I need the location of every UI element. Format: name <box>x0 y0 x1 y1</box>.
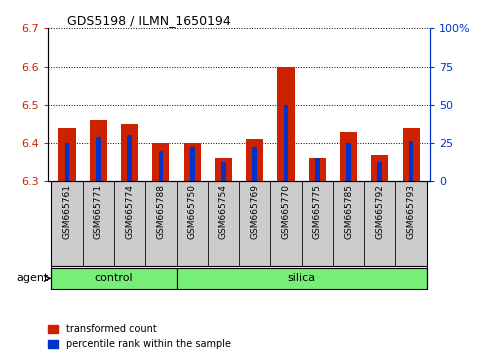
Text: GSM665774: GSM665774 <box>125 184 134 239</box>
Text: GSM665770: GSM665770 <box>282 184 290 239</box>
Text: control: control <box>95 273 133 283</box>
Bar <box>152 143 170 181</box>
Text: GSM665775: GSM665775 <box>313 184 322 239</box>
Bar <box>277 67 295 181</box>
Text: GSM665754: GSM665754 <box>219 184 228 239</box>
Text: GSM665769: GSM665769 <box>250 184 259 239</box>
Bar <box>208 181 239 267</box>
Text: silica: silica <box>287 273 316 283</box>
Bar <box>65 143 70 181</box>
Bar <box>190 147 195 181</box>
Bar <box>83 181 114 267</box>
Bar <box>176 181 208 267</box>
Text: GSM665750: GSM665750 <box>188 184 197 239</box>
Text: GSM665793: GSM665793 <box>407 184 415 239</box>
Bar <box>409 141 413 181</box>
Text: GSM665785: GSM665785 <box>344 184 353 239</box>
Bar <box>402 128 420 181</box>
Bar <box>96 137 100 181</box>
Bar <box>158 151 163 181</box>
Legend: transformed count, percentile rank within the sample: transformed count, percentile rank withi… <box>48 324 231 349</box>
Bar <box>239 181 270 267</box>
Bar <box>246 139 263 181</box>
Bar <box>253 147 257 181</box>
Text: GSM665771: GSM665771 <box>94 184 103 239</box>
Text: GSM665761: GSM665761 <box>63 184 71 239</box>
Bar <box>221 162 226 181</box>
Bar <box>346 143 351 181</box>
Bar <box>58 128 76 181</box>
Bar <box>396 181 427 267</box>
Bar <box>176 268 427 289</box>
Bar <box>128 136 132 181</box>
Bar <box>270 181 302 267</box>
Bar <box>309 159 326 181</box>
Bar <box>371 155 388 181</box>
Bar <box>51 181 83 267</box>
Bar <box>340 132 357 181</box>
Bar <box>145 181 176 267</box>
Text: GDS5198 / ILMN_1650194: GDS5198 / ILMN_1650194 <box>68 14 231 27</box>
Bar <box>302 181 333 267</box>
Bar <box>114 181 145 267</box>
Text: GSM665792: GSM665792 <box>375 184 384 239</box>
Bar <box>90 120 107 181</box>
Text: agent: agent <box>16 273 48 283</box>
Bar <box>215 159 232 181</box>
Text: GSM665788: GSM665788 <box>156 184 165 239</box>
Bar <box>333 181 364 267</box>
Bar <box>378 162 382 181</box>
Bar <box>315 159 320 181</box>
Bar <box>364 181 396 267</box>
Bar <box>121 124 138 181</box>
Bar <box>284 105 288 181</box>
Bar <box>51 268 176 289</box>
Bar <box>184 143 201 181</box>
